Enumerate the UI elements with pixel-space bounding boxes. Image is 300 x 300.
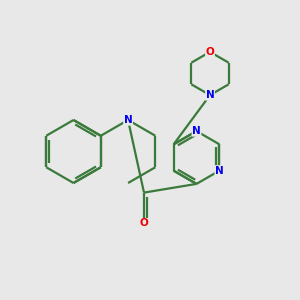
Text: N: N <box>124 115 132 125</box>
Text: N: N <box>215 166 224 176</box>
Text: N: N <box>192 126 201 136</box>
Text: N: N <box>206 90 214 100</box>
Text: O: O <box>206 47 214 57</box>
Text: O: O <box>140 218 148 229</box>
